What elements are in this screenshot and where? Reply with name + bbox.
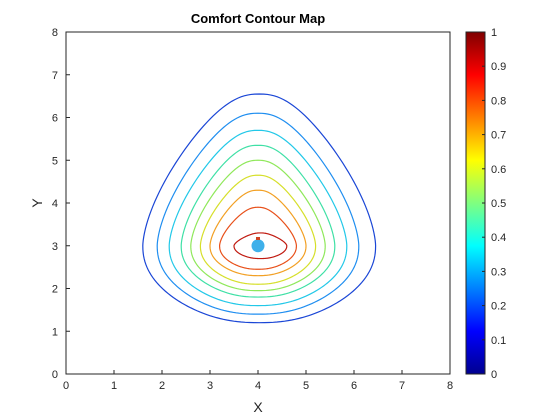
- colorbar: 0 0.1 0.2 0.3 0.4 0.5 0.6 0.7 0.8 0.9 1: [465, 27, 506, 381]
- plot-frame: [65, 31, 451, 375]
- colorbar-tick-label: 0.8: [491, 95, 506, 107]
- colorbar-tick-label: 0.5: [491, 198, 506, 210]
- y-tick-label: 5: [52, 155, 58, 167]
- contour-lines: [142, 93, 377, 324]
- colorbar-ticks: 0 0.1 0.2 0.3 0.4 0.5 0.6 0.7 0.8 0.9 1: [482, 27, 506, 381]
- y-tick-label: 1: [52, 326, 58, 338]
- colorbar-tick-label: 0.3: [491, 266, 506, 278]
- y-tick-label: 3: [52, 241, 58, 253]
- y-tick-label: 0: [52, 369, 58, 381]
- y-tick-label: 8: [52, 27, 58, 39]
- contour-line-8: [218, 206, 298, 270]
- x-tick-label: 0: [63, 380, 69, 392]
- x-tick-label: 4: [255, 380, 261, 392]
- colorbar-tick-label: 0.1: [491, 335, 506, 347]
- contour-line-3: [168, 129, 348, 307]
- contour-line-4: [180, 144, 336, 298]
- x-tick-label: 2: [159, 380, 165, 392]
- colorbar-tick-label: 1: [491, 27, 497, 39]
- colorbar-tick-label: 0.6: [491, 164, 506, 176]
- contour-line-5: [190, 159, 326, 292]
- y-tick-label: 6: [52, 113, 58, 125]
- x-tick-label: 8: [447, 380, 453, 392]
- contour-line-7: [209, 189, 307, 277]
- x-tick-label: 1: [111, 380, 117, 392]
- x-tick-label: 5: [303, 380, 309, 392]
- x-tick-label: 3: [207, 380, 213, 392]
- peak-marker: [256, 236, 260, 240]
- y-tick-label: 7: [52, 70, 58, 82]
- y-tick-label: 4: [52, 198, 58, 210]
- y-axis-ticks: 0 1 2 3 4 5 6 7 8: [52, 27, 70, 381]
- contour-line-2: [156, 112, 360, 315]
- y-axis-label: Y: [29, 198, 45, 208]
- colorbar-tick-label: 0.9: [491, 61, 506, 73]
- chart-title: Comfort Contour Map: [191, 11, 325, 26]
- source-point-marker: [251, 239, 265, 253]
- y-tick-label: 2: [52, 284, 58, 296]
- colorbar-tick-label: 0.7: [491, 130, 506, 142]
- x-tick-label: 7: [399, 380, 405, 392]
- x-tick-label: 6: [351, 380, 357, 392]
- colorbar-tick-label: 0.4: [491, 232, 506, 244]
- markers: [251, 236, 265, 253]
- x-axis-label: X: [253, 399, 263, 415]
- plot-area: 0 1 2 3 4 5 6 7 8 0 1 2 3 4 5 6 7 8: [52, 27, 453, 392]
- contour-line-1: [142, 93, 377, 324]
- contour-line-9: [233, 232, 288, 260]
- colorbar-tick-label: 0.2: [491, 301, 506, 313]
- colorbar-tick-label: 0: [491, 369, 497, 381]
- contour-line-6: [199, 174, 317, 285]
- x-axis-ticks: 0 1 2 3 4 5 6 7 8: [63, 370, 453, 392]
